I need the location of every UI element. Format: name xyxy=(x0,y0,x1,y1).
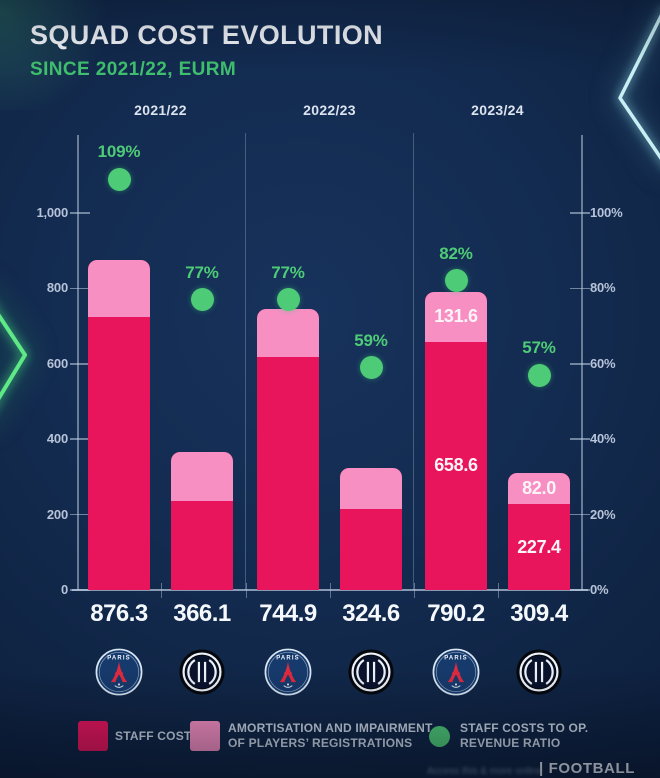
footer-brand: | FOOTBALL xyxy=(539,760,636,777)
legend-label-ratio-line2: REVENUE RATIO xyxy=(460,736,561,750)
legend-dot-ratio-icon xyxy=(429,726,450,747)
ratio-dot-inter-2021-22 xyxy=(190,288,214,312)
left-axis-tick-label: 800 xyxy=(46,280,68,296)
corner-glow-decoration xyxy=(0,0,120,110)
staff-value-label-inter-2023-24: 227.4 xyxy=(517,536,561,557)
bar-psg-2021-22 xyxy=(88,259,150,590)
x-axis-baseline xyxy=(72,589,588,591)
psg-logo: PARIS xyxy=(264,648,312,696)
season-label-2021-22: 2021/22 xyxy=(134,102,187,118)
footer-fine-print-blurred: Access this & more online xyxy=(427,766,543,777)
psg-logo: PARIS xyxy=(95,648,143,696)
ratio-label-inter-2021-22: 77% xyxy=(185,262,219,282)
psg-logo: PARIS xyxy=(432,648,480,696)
inter-logo xyxy=(178,648,226,696)
right-axis-line xyxy=(581,135,583,590)
inter-logo xyxy=(515,648,563,696)
svg-text:PARIS: PARIS xyxy=(444,656,467,662)
season-separator-1 xyxy=(245,133,246,590)
baseline-tick-3 xyxy=(329,583,331,598)
season-label-2023-24: 2023/24 xyxy=(471,102,524,118)
amortisation-value-label-inter-2023-24: 82.0 xyxy=(522,478,556,499)
right-axis-tick-label: 40% xyxy=(590,431,616,447)
left-axis-tick xyxy=(70,589,90,591)
bar-inter-2022-23 xyxy=(340,467,402,590)
total-label-psg-2022-23: 744.9 xyxy=(259,600,317,627)
total-label-psg-2023-24: 790.2 xyxy=(427,600,485,627)
bar-segment-amortisation-inter-2021-22 xyxy=(171,451,233,501)
bar-segment-amortisation-inter-2023-24 xyxy=(508,473,570,505)
ratio-label-inter-2023-24: 57% xyxy=(522,338,556,358)
right-axis-tick-label: 100% xyxy=(590,205,623,220)
staff-value-label-psg-2023-24: 658.6 xyxy=(434,455,478,476)
right-axis-tick xyxy=(570,438,590,440)
right-axis-tick xyxy=(570,589,590,591)
left-axis-tick xyxy=(70,438,90,440)
legend-swatch-amortisation xyxy=(190,721,220,751)
bar-psg-2023-24: 131.6 658.6 xyxy=(425,292,487,590)
legend-swatch-staff-costs xyxy=(78,721,108,751)
total-label-inter-2022-23: 324.6 xyxy=(342,600,400,627)
legend-label-ratio-line1: STAFF COSTS TO OP. xyxy=(460,721,589,735)
page-title: SQUAD COST EVOLUTION xyxy=(30,20,384,50)
left-axis-tick xyxy=(70,287,90,290)
inter-logo xyxy=(347,648,395,696)
right-axis-tick-label: 20% xyxy=(590,506,616,522)
bar-segment-amortisation-psg-2023-24 xyxy=(425,292,487,342)
ratio-dot-psg-2021-22 xyxy=(107,167,131,191)
right-axis-tick-label: 80% xyxy=(590,280,616,296)
left-axis-line xyxy=(77,135,79,590)
left-axis-tick xyxy=(70,363,90,365)
ratio-label-psg-2021-22: 109% xyxy=(97,142,141,162)
total-label-psg-2021-22: 876.3 xyxy=(90,600,148,627)
legend-label-staff-costs: STAFF COSTS xyxy=(115,729,200,743)
baseline-tick-4 xyxy=(413,583,415,598)
amortisation-value-label-psg-2023-24: 131.6 xyxy=(434,306,478,327)
ratio-dot-psg-2022-23 xyxy=(276,288,300,312)
bar-psg-2022-23 xyxy=(257,309,319,590)
svg-text:PARIS: PARIS xyxy=(276,656,299,662)
baseline-tick-1 xyxy=(160,583,162,598)
ratio-dot-inter-2022-23 xyxy=(359,356,383,380)
ratio-label-psg-2022-23: 77% xyxy=(271,262,305,282)
bar-segment-amortisation-psg-2022-23 xyxy=(257,309,319,358)
right-axis-tick xyxy=(570,212,590,214)
bar-inter-2023-24: 82.0 227.4 xyxy=(508,473,570,590)
svg-text:PARIS: PARIS xyxy=(107,656,130,662)
neon-chevron-right-icon xyxy=(618,14,660,160)
right-axis-tick-label: 60% xyxy=(590,355,616,371)
legend-label-amortisation-line1: AMORTISATION AND IMPAIRMENT xyxy=(228,721,433,735)
left-axis-tick-label: 1,000 xyxy=(36,205,68,220)
left-axis-tick xyxy=(70,513,90,516)
season-separator-2 xyxy=(413,133,414,590)
right-axis-tick xyxy=(570,513,590,516)
ratio-label-inter-2022-23: 59% xyxy=(354,330,388,350)
bar-inter-2021-22 xyxy=(171,451,233,590)
total-label-inter-2023-24: 309.4 xyxy=(510,600,568,627)
season-label-2022-23: 2022/23 xyxy=(303,102,356,118)
right-axis-tick-label: 0% xyxy=(590,582,609,597)
ratio-dot-psg-2023-24 xyxy=(444,269,468,293)
right-axis-tick xyxy=(570,363,590,365)
left-axis-tick xyxy=(70,212,90,214)
ratio-dot-inter-2023-24 xyxy=(527,363,551,387)
ratio-label-psg-2023-24: 82% xyxy=(439,243,473,263)
legend-label-amortisation-line2: OF PLAYERS’ REGISTRATIONS xyxy=(228,736,413,750)
legend-label-ratio: STAFF COSTS TO OP. REVENUE RATIO xyxy=(460,721,588,751)
baseline-tick-2 xyxy=(245,583,247,598)
left-axis-tick-label: 600 xyxy=(46,355,68,371)
left-axis-tick-label: 400 xyxy=(46,431,68,447)
bar-segment-amortisation-inter-2022-23 xyxy=(340,467,402,509)
left-axis-tick-label: 200 xyxy=(46,506,68,522)
baseline-tick-5 xyxy=(497,583,499,598)
right-axis-tick xyxy=(570,287,590,290)
bar-segment-amortisation-psg-2021-22 xyxy=(88,259,150,317)
total-label-inter-2021-22: 366.1 xyxy=(173,600,231,627)
page-subtitle: SINCE 2021/22, EURM xyxy=(30,59,237,80)
left-axis-tick-label: 0 xyxy=(60,582,68,597)
legend-label-amortisation: AMORTISATION AND IMPAIRMENT OF PLAYERS’ … xyxy=(228,721,433,751)
